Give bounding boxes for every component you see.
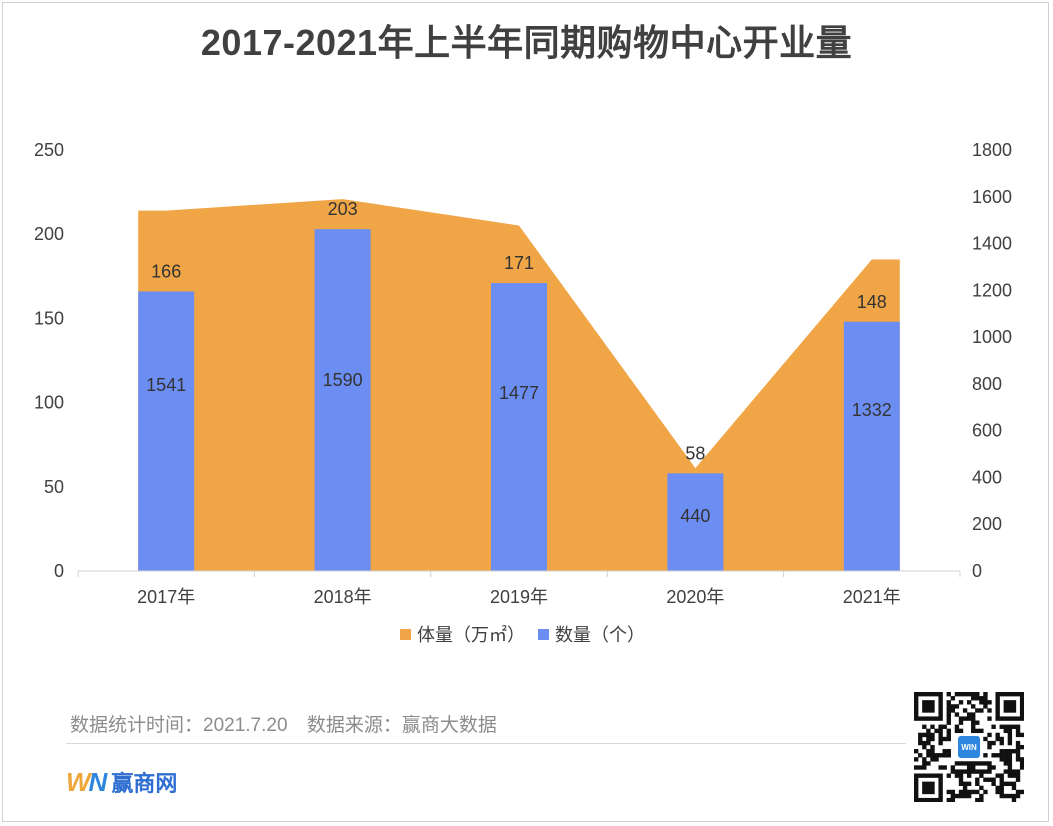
area-volume-label: 1541 — [146, 375, 186, 395]
x-tick-label: 2021年 — [843, 587, 901, 607]
footer-text: 数据统计时间：2021.7.20 数据来源：赢商大数据 — [70, 710, 511, 737]
y-right-tick-label: 1200 — [972, 280, 1012, 300]
y-right-tick-label: 1600 — [972, 187, 1012, 207]
y-right-tick-label: 400 — [972, 467, 1002, 487]
area-volume-label: 1477 — [499, 383, 539, 403]
logo-mark: WN — [66, 766, 108, 798]
bar-count-label: 58 — [685, 443, 705, 463]
x-tick-label: 2018年 — [314, 587, 372, 607]
bar-2017年 — [138, 291, 195, 571]
winshang-logo: WN 赢商网 — [66, 765, 177, 799]
legend-swatch-count — [538, 629, 549, 640]
bar-count-label: 171 — [504, 253, 534, 273]
y-right-tick-label: 600 — [972, 421, 1002, 441]
area-volume-label: 440 — [680, 506, 710, 526]
bar-2018年 — [314, 229, 371, 571]
footer-divider — [66, 743, 906, 744]
qr-badge-text: WIN — [961, 743, 977, 752]
y-left-tick-label: 0 — [54, 561, 64, 581]
x-tick-label: 2019年 — [490, 587, 548, 607]
legend-label-count: 数量（个） — [555, 625, 645, 645]
y-right-tick-label: 1000 — [972, 327, 1012, 347]
y-right-tick-label: 1400 — [972, 234, 1012, 254]
y-right-tick-label: 0 — [972, 561, 982, 581]
bar-2020年 — [667, 473, 724, 571]
bar-2019年 — [491, 283, 547, 571]
label-layer: 166 203 171 58 148 1541 1590 1477 440 1332 — [146, 199, 892, 526]
qr-code-icon: WIN — [914, 692, 1024, 802]
legend-swatch-volume — [400, 629, 411, 640]
bar-count-label: 166 — [151, 261, 181, 281]
axis-layer: 2017年 2018年 2019年 2020年 2021年 0 50 100 150 200 250… — [34, 140, 1012, 607]
logo-text: 赢商网 — [111, 771, 178, 796]
legend-label-volume: 体量（万㎡） — [417, 624, 525, 645]
y-left-tick-label: 100 — [34, 393, 64, 413]
stat-time: 数据统计时间：2021.7.20 — [70, 715, 288, 736]
y-left-tick-label: 200 — [34, 224, 64, 244]
chart-title: 2017-2021年上半年同期购物中心开业量 — [200, 22, 853, 63]
y-right-tick-label: 800 — [972, 374, 1002, 394]
qr-badge-icon — [958, 736, 980, 758]
area-volume-label: 1332 — [852, 400, 892, 420]
logo-mark-w: W — [66, 766, 91, 797]
y-left-tick-label: 150 — [34, 308, 64, 328]
area-volume-label: 1590 — [323, 370, 363, 390]
logo-mark-n: N — [88, 766, 108, 797]
x-tick-label: 2017年 — [137, 587, 195, 607]
bar-count-label: 148 — [857, 292, 887, 312]
y-right-tick-label: 200 — [972, 514, 1002, 534]
bar-count-label: 203 — [328, 199, 358, 219]
y-left-tick-label: 50 — [44, 477, 64, 497]
y-right-tick-label: 1800 — [972, 140, 1012, 160]
y-left-tick-label: 250 — [34, 140, 64, 160]
data-source: 数据来源：赢商大数据 — [306, 715, 497, 736]
x-tick-label: 2020年 — [666, 587, 724, 607]
legend: 体量（万㎡） 数量（个） — [400, 624, 645, 645]
chart: 2017年 2018年 2019年 2020年 2021年 0 50 100 150 200 250… — [34, 140, 1012, 645]
bar-2021年 — [843, 321, 900, 571]
bar-layer — [138, 229, 900, 571]
